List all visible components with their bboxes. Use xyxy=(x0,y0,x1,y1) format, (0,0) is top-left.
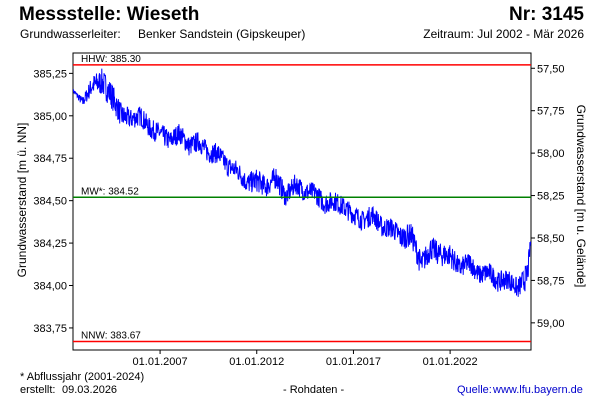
left-tick-label: 384,50 xyxy=(33,196,67,208)
right-tick-label: 57,75 xyxy=(537,106,565,118)
x-tick-label: 01.01.2007 xyxy=(133,356,188,368)
x-tick-label: 01.01.2017 xyxy=(326,356,381,368)
source-label: Quelle: xyxy=(457,384,492,396)
right-tick-label: 58,50 xyxy=(537,233,565,245)
station-number: Nr: 3145 xyxy=(509,4,584,25)
reference-line-label-2: NNW: 383.67 xyxy=(81,331,141,342)
x-tick-label: 01.01.2022 xyxy=(423,356,478,368)
left-tick-label: 383,75 xyxy=(33,323,67,335)
created-date: 09.03.2026 xyxy=(62,384,118,396)
raw-data-note: - Rohdaten - xyxy=(283,384,345,396)
left-tick-label: 384,75 xyxy=(33,153,67,165)
source-link[interactable]: www.lfu.bayern.de xyxy=(493,384,583,396)
aquifer-label: Grundwasserleiter: xyxy=(20,27,121,41)
reference-line-label-1: MW*: 384.52 xyxy=(81,186,139,197)
footnote: * Abflussjahr (2001-2024) xyxy=(20,371,145,383)
plot-frame xyxy=(72,52,532,351)
left-tick-label: 384,00 xyxy=(33,281,67,293)
right-tick-label: 59,00 xyxy=(537,318,565,330)
station-title: Messstelle: Wieseth xyxy=(19,4,200,25)
right-tick-label: 57,50 xyxy=(537,63,565,75)
aquifer-value: Benker Sandstein (Gipskeuper) xyxy=(138,27,306,41)
reference-line-label-0: HHW: 385.30 xyxy=(81,54,141,65)
period-label: Zeitraum: Jul 2002 - Mär 2026 xyxy=(423,27,584,41)
right-tick-label: 58,00 xyxy=(537,148,565,160)
left-tick-label: 384,25 xyxy=(33,238,67,250)
right-tick-label: 58,25 xyxy=(537,191,565,203)
left-tick-label: 385,25 xyxy=(33,68,67,80)
created-label: erstellt: xyxy=(20,384,56,396)
y-axis-label-left: Grundwasserstand [m ü. NN] xyxy=(15,123,29,278)
y-axis-label-right: Grundwasserstand [m u. Gelände] xyxy=(574,105,588,288)
x-tick-label: 01.01.2012 xyxy=(229,356,284,368)
series-line xyxy=(73,68,531,297)
left-tick-label: 385,00 xyxy=(33,111,67,123)
right-tick-label: 58,75 xyxy=(537,275,565,287)
